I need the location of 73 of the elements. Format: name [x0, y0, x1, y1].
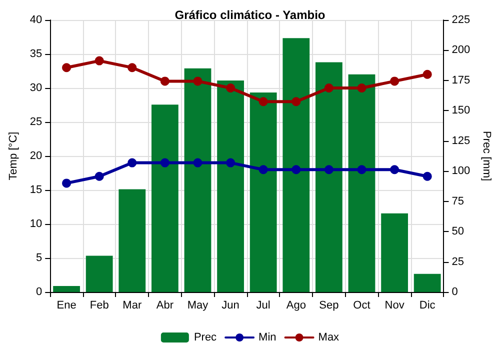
bar — [217, 80, 244, 292]
chart-title: Gráfico climático - Yambio — [174, 8, 326, 22]
point — [128, 63, 137, 72]
bar — [86, 256, 113, 292]
y-tick-label: 30 — [30, 82, 42, 94]
y-tick-label: 0 — [36, 286, 42, 298]
x-tick-label: Ago — [286, 300, 306, 312]
point — [94, 56, 104, 66]
x-tick-label: May — [187, 300, 209, 312]
y-tick-label: 40 — [30, 14, 42, 26]
x-tick-label: Jul — [256, 300, 270, 312]
x-tick-label: Ene — [56, 300, 76, 312]
y2-tick-label: 0 — [452, 286, 458, 298]
y-tick-label: 20 — [30, 150, 42, 162]
y2-tick-label: 225 — [452, 14, 470, 26]
x-tick-label: Sep — [319, 300, 339, 312]
x-tick-label: Dic — [419, 300, 436, 312]
point — [94, 172, 104, 181]
x-tick-label: Nov — [384, 300, 405, 312]
y2-tick-label: 50 — [452, 226, 464, 238]
y2-tick-label: 150 — [452, 104, 470, 117]
y-tick-label: 25 — [30, 116, 42, 128]
point — [62, 178, 72, 188]
bar — [250, 92, 277, 292]
y2-axis-title: Prec [mm] — [480, 130, 492, 182]
point — [422, 70, 432, 79]
y2-tick-label: 200 — [452, 44, 470, 56]
legend-label: Prec — [194, 332, 218, 344]
x-tick-label: Oct — [353, 300, 370, 312]
bar — [118, 189, 146, 292]
legend-label: Min — [258, 332, 276, 344]
bar — [184, 68, 212, 292]
point — [226, 158, 236, 168]
legend-label: Max — [318, 332, 340, 344]
point — [258, 97, 268, 106]
y2-tick-label: 125 — [452, 134, 470, 147]
point — [324, 165, 334, 174]
point — [422, 172, 432, 181]
point — [292, 97, 301, 106]
x-tick-label: Feb — [90, 300, 109, 312]
y-tick-label: 5 — [36, 252, 42, 264]
bar — [151, 104, 178, 292]
point — [390, 165, 400, 174]
bar — [414, 274, 441, 292]
y2-tick-label: 75 — [452, 195, 464, 208]
y-tick-label: 15 — [30, 184, 42, 196]
point — [357, 165, 366, 174]
bar — [381, 213, 408, 292]
y-axis-title: Temp [°C] — [8, 132, 20, 180]
bar — [53, 286, 80, 292]
y2-tick-label: 25 — [452, 256, 464, 268]
point — [390, 76, 400, 86]
x-tick-label: Abr — [156, 300, 174, 312]
bar — [282, 38, 310, 292]
point — [193, 158, 202, 168]
point — [292, 165, 301, 174]
point — [258, 165, 268, 174]
point — [160, 76, 170, 86]
point — [324, 84, 334, 92]
y2-tick-label: 175 — [452, 74, 470, 86]
point — [62, 63, 72, 72]
y-tick-label: 10 — [30, 218, 42, 230]
point — [357, 84, 366, 92]
y2-tick-label: 100 — [452, 165, 470, 178]
x-tick-label: Mar — [122, 300, 142, 312]
point — [193, 76, 202, 86]
point — [128, 158, 137, 168]
x-tick-label: Jun — [222, 300, 240, 312]
point — [226, 84, 236, 92]
bar — [315, 62, 342, 292]
bar — [348, 74, 376, 292]
point — [160, 158, 170, 168]
y-tick-label: 35 — [30, 48, 42, 60]
